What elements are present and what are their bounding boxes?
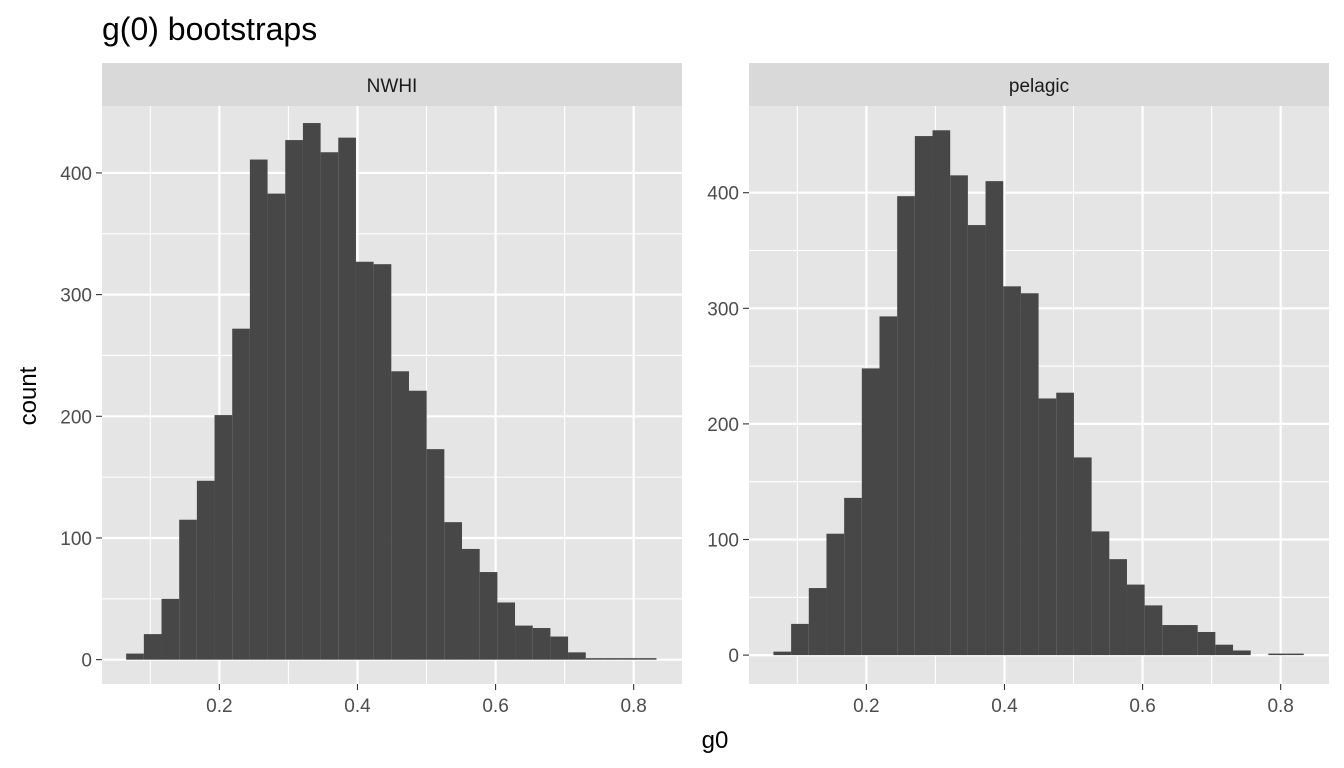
- y-tick-label: 200: [60, 407, 92, 428]
- bar-nwhi-12: [338, 137, 356, 660]
- bar-nwhi-3: [179, 519, 197, 660]
- bars-nwhi: [126, 123, 657, 660]
- bar-pelagic-7: [897, 196, 915, 656]
- chart-title: g(0) bootstraps: [102, 11, 317, 47]
- bar-pelagic-11: [967, 225, 986, 656]
- bar-pelagic-0: [773, 651, 792, 656]
- bar-pelagic-26: [1233, 650, 1251, 656]
- bar-pelagic-19: [1109, 559, 1127, 656]
- x-axis-nwhi: 0.2 0.4 0.6 0.8: [206, 684, 647, 717]
- strip-label-pelagic: pelagic: [1009, 76, 1069, 97]
- bar-nwhi-20: [479, 572, 498, 660]
- bar-pelagic-24: [1197, 631, 1216, 656]
- bar-pelagic-21: [1144, 605, 1163, 656]
- strip-pelagic: [749, 63, 1329, 106]
- bar-pelagic-23: [1179, 625, 1198, 656]
- bar-nwhi-8: [267, 193, 286, 660]
- bar-nwhi-27: [603, 658, 622, 660]
- bar-pelagic-8: [914, 136, 933, 656]
- bar-nwhi-22: [515, 625, 533, 660]
- bar-pelagic-29: [1286, 653, 1304, 656]
- x-tick-label: 0.6: [1129, 696, 1155, 717]
- strip-label-nwhi: NWHI: [367, 76, 418, 97]
- bar-nwhi-18: [444, 522, 463, 660]
- bar-nwhi-21: [497, 602, 516, 660]
- bar-nwhi-13: [355, 261, 374, 660]
- y-axis-pelagic: 0 100 200 300 400: [707, 184, 749, 667]
- bar-pelagic-28: [1268, 653, 1287, 656]
- bar-nwhi-7: [249, 159, 268, 660]
- x-tick-label: 0.2: [853, 696, 879, 717]
- bar-pelagic-14: [1020, 293, 1039, 656]
- bar-pelagic-6: [879, 316, 898, 656]
- bar-nwhi-26: [585, 658, 604, 660]
- bar-nwhi-11: [320, 152, 339, 660]
- x-tick-label: 0.8: [620, 696, 646, 717]
- bar-pelagic-9: [932, 130, 951, 656]
- bar-nwhi-1: [143, 634, 162, 660]
- bar-pelagic-1: [791, 623, 809, 656]
- x-tick-label: 0.2: [206, 696, 232, 717]
- bar-nwhi-4: [196, 480, 215, 660]
- bar-pelagic-12: [985, 181, 1004, 656]
- x-axis-pelagic: 0.2 0.4 0.6 0.8: [853, 684, 1294, 717]
- bar-pelagic-4: [844, 497, 862, 656]
- panel-nwhi: NWHI 0 100 200 300 400 0.2 0.4 0.6 0.8: [60, 63, 682, 717]
- bar-pelagic-15: [1038, 398, 1057, 656]
- bar-nwhi-15: [391, 371, 409, 660]
- x-tick-label: 0.4: [344, 696, 371, 717]
- bar-pelagic-10: [950, 175, 968, 656]
- bars-pelagic: [773, 130, 1304, 656]
- y-axis-label: count: [15, 366, 42, 425]
- bar-pelagic-3: [826, 533, 845, 656]
- x-tick-label: 0.8: [1267, 696, 1293, 717]
- bar-nwhi-23: [532, 628, 551, 660]
- panel-pelagic: pelagic 0 100 200 300 400 0.2 0.4 0.6 0.8: [707, 63, 1329, 717]
- y-tick-label: 200: [707, 415, 739, 436]
- y-tick-label: 100: [60, 529, 92, 550]
- x-axis-label: g0: [702, 727, 729, 754]
- bar-pelagic-17: [1073, 457, 1092, 656]
- bar-pelagic-5: [861, 368, 880, 656]
- bar-pelagic-16: [1056, 392, 1074, 656]
- bar-nwhi-6: [232, 328, 250, 660]
- bar-nwhi-28: [621, 658, 639, 660]
- bar-nwhi-19: [462, 548, 480, 660]
- y-tick-label: 400: [60, 164, 92, 185]
- bar-pelagic-25: [1215, 644, 1234, 656]
- y-tick-label: 0: [81, 651, 92, 672]
- bar-pelagic-13: [1003, 286, 1021, 656]
- strip-nwhi: [102, 63, 682, 106]
- bar-nwhi-0: [126, 653, 144, 660]
- bar-nwhi-2: [161, 598, 180, 660]
- bar-nwhi-14: [373, 264, 392, 660]
- y-tick-label: 0: [728, 646, 739, 667]
- bar-pelagic-2: [808, 588, 827, 656]
- bar-nwhi-25: [568, 652, 586, 660]
- bar-nwhi-17: [426, 449, 445, 660]
- x-tick-label: 0.6: [482, 696, 508, 717]
- y-axis-nwhi: 0 100 200 300 400: [60, 164, 102, 672]
- bar-pelagic-20: [1126, 584, 1145, 656]
- bar-nwhi-9: [285, 140, 303, 660]
- y-tick-label: 100: [707, 531, 739, 552]
- bar-nwhi-5: [214, 415, 233, 660]
- y-tick-label: 300: [707, 299, 739, 320]
- bar-pelagic-18: [1091, 531, 1110, 656]
- bar-nwhi-16: [408, 390, 427, 660]
- x-tick-label: 0.4: [991, 696, 1018, 717]
- y-tick-label: 400: [707, 184, 739, 205]
- y-tick-label: 300: [60, 286, 92, 307]
- bar-pelagic-22: [1162, 625, 1180, 656]
- bar-nwhi-29: [638, 658, 657, 660]
- bar-nwhi-24: [550, 636, 569, 660]
- bar-nwhi-10: [302, 123, 321, 660]
